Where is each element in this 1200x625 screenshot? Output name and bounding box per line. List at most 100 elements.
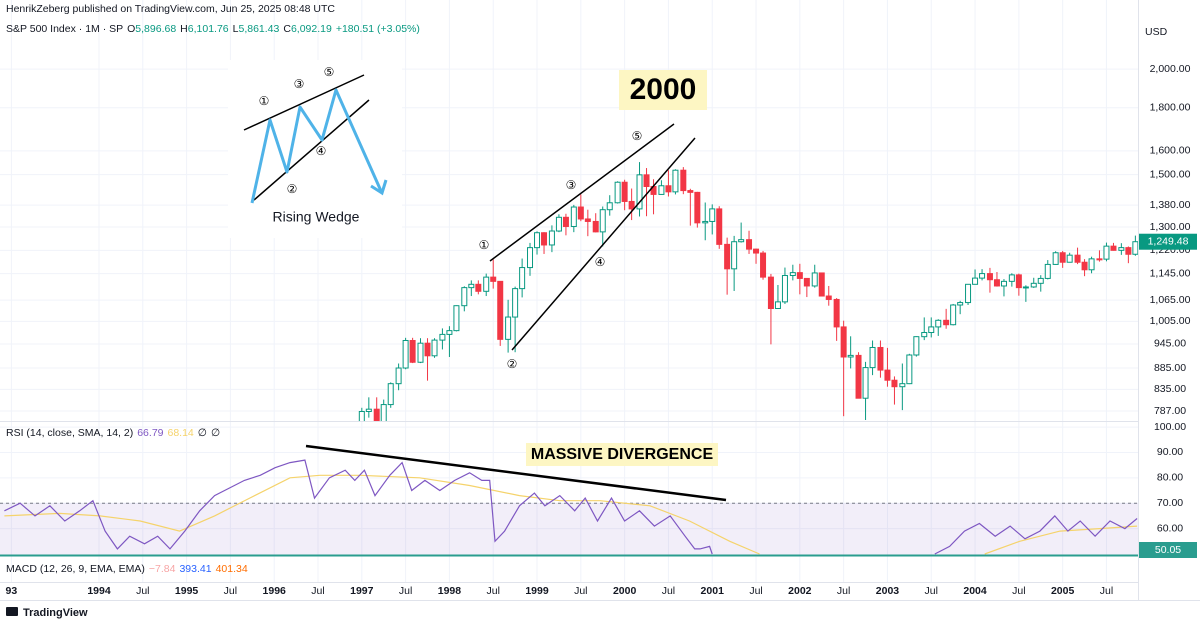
candle-body xyxy=(738,239,745,243)
candle-body xyxy=(562,216,569,227)
candle-body xyxy=(781,275,788,303)
candle-body xyxy=(365,408,372,413)
candle-body xyxy=(891,379,898,388)
year-box xyxy=(619,70,707,110)
y-tick-label: 1,300.00 xyxy=(1150,221,1191,233)
x-tick-label: 1996 xyxy=(263,585,287,597)
price-legend: S&P 500 Index · 1M · SP O5,896.68 H6,101… xyxy=(6,23,420,35)
candle-body xyxy=(402,339,409,369)
x-tick-label: 1998 xyxy=(438,585,462,597)
x-tick-label: 2001 xyxy=(701,585,725,597)
rsi-legend-value: ∅ xyxy=(210,427,221,439)
y-tick-label: 2,000.00 xyxy=(1150,63,1191,75)
wave-number: ① xyxy=(479,238,490,252)
x-tick-label: 2002 xyxy=(788,585,812,597)
candle-body xyxy=(1059,252,1066,263)
y-tick-label: 1,065.00 xyxy=(1150,294,1191,306)
wedge-line xyxy=(243,74,365,131)
candle-body xyxy=(431,339,438,357)
candle-body xyxy=(519,267,526,290)
ohlc: L5,861.43 xyxy=(233,23,280,35)
candle-body xyxy=(1125,247,1132,255)
y-tick-label: 1,800.00 xyxy=(1150,102,1191,114)
y-tick-label: 80.00 xyxy=(1157,472,1183,484)
candle-body xyxy=(1103,245,1110,260)
candle-body xyxy=(527,247,534,269)
macd-label: MACD (12, 26, 9, EMA, EMA) xyxy=(6,563,145,575)
macd-legend: MACD (12, 26, 9, EMA, EMA) −7.84 393.41 40… xyxy=(6,563,248,575)
candle-body xyxy=(490,276,497,282)
candle-body xyxy=(497,280,504,340)
candle-body xyxy=(387,383,394,406)
candle-body xyxy=(1118,247,1125,251)
candle-body xyxy=(548,230,555,246)
y-tick-label: 60.00 xyxy=(1157,522,1183,534)
x-tick-label: Jul xyxy=(1100,585,1113,597)
ohlc-value: 6,101.76 xyxy=(187,23,229,35)
byline: HenrikZeberg published on TradingView.co… xyxy=(6,3,335,15)
candle-body xyxy=(869,346,876,369)
candle-body xyxy=(1081,261,1088,271)
candle-body xyxy=(628,200,635,210)
candle-body xyxy=(614,181,621,204)
candle-body xyxy=(395,367,402,385)
candle-body xyxy=(424,342,431,357)
candle-body xyxy=(1132,241,1138,255)
candle-body xyxy=(621,181,628,202)
candle-body xyxy=(746,239,753,250)
wedge-line xyxy=(511,137,696,351)
candle-body xyxy=(979,273,986,279)
y-tick-label: 1,005.00 xyxy=(1150,315,1191,327)
candle-body xyxy=(767,276,774,309)
candle-body xyxy=(475,283,482,292)
candle-body xyxy=(928,326,935,334)
candle-body xyxy=(935,319,942,328)
candle-body xyxy=(796,272,803,279)
ohlc-key: O xyxy=(127,23,136,35)
candle-body xyxy=(541,232,548,246)
ohlc-key: C xyxy=(283,23,291,35)
x-tick-label: Jul xyxy=(136,585,149,597)
candle-body xyxy=(1000,280,1007,287)
brand: TradingView xyxy=(6,607,88,619)
x-tick-label: 1997 xyxy=(350,585,374,597)
year-label: 2000 xyxy=(630,73,697,106)
y-tick-label: 100.00 xyxy=(1154,421,1186,433)
x-tick-label: Jul xyxy=(925,585,938,597)
candle-body xyxy=(811,272,818,287)
candle-body xyxy=(840,326,847,358)
candle-body xyxy=(906,354,913,385)
wave-number: ③ xyxy=(566,178,577,192)
x-tick-label: 1995 xyxy=(175,585,199,597)
candle-body xyxy=(1096,258,1103,261)
candle-body xyxy=(913,336,920,356)
candle-body xyxy=(986,273,993,281)
candle-body xyxy=(680,169,687,192)
rsi-legend: RSI (14, close, SMA, 14, 2) 66.79 68.14 ∅ ∅ xyxy=(6,427,220,439)
wave-number: ② xyxy=(507,357,518,371)
divergence-label: MASSIVE DIVERGENCE xyxy=(531,446,714,463)
candle-body xyxy=(702,220,709,224)
y-tick-label: 885.00 xyxy=(1154,362,1186,374)
candle-body xyxy=(709,208,716,222)
x-tick-label: Jul xyxy=(487,585,500,597)
x-tick-label: 2005 xyxy=(1051,585,1075,597)
candle-body xyxy=(358,411,365,421)
y-tick-label: 90.00 xyxy=(1157,446,1183,458)
divergence: MASSIVE DIVERGENCE xyxy=(305,443,727,502)
byline-text: HenrikZeberg published on TradingView.co… xyxy=(6,3,336,15)
rsi-legend-value: 66.79 xyxy=(137,427,164,439)
y-tick-label: 787.00 xyxy=(1154,405,1186,417)
inset-background xyxy=(228,60,402,238)
candle-body xyxy=(687,190,694,193)
candle-body xyxy=(1044,263,1051,279)
x-tick-label: 2003 xyxy=(876,585,900,597)
candle-body xyxy=(512,288,519,318)
x-tick-label: Jul xyxy=(399,585,412,597)
rsi-line xyxy=(4,459,1138,555)
candle-body xyxy=(877,346,884,371)
wave-number: ⑤ xyxy=(632,129,643,143)
candle-body xyxy=(884,369,891,381)
candle-body xyxy=(1052,252,1059,265)
candle-body xyxy=(716,208,723,245)
